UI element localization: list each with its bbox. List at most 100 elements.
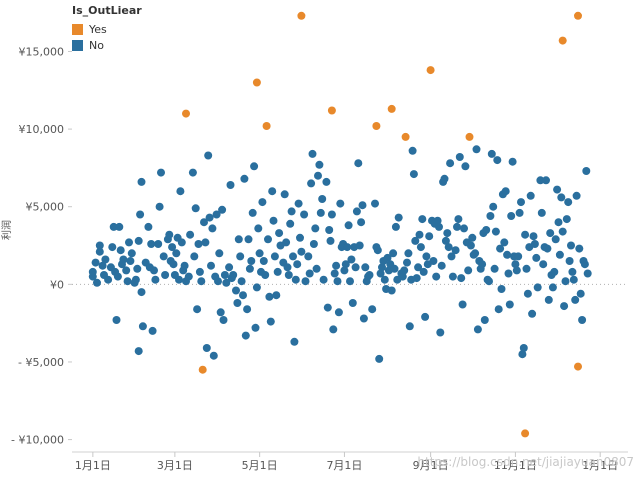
- point-no[interactable]: [147, 240, 156, 248]
- point-no[interactable]: [522, 264, 531, 273]
- point-no[interactable]: [154, 240, 163, 248]
- point-no[interactable]: [497, 285, 506, 293]
- point-no[interactable]: [138, 322, 147, 331]
- point-no[interactable]: [464, 266, 473, 275]
- point-no[interactable]: [327, 210, 336, 219]
- point-no[interactable]: [461, 162, 470, 171]
- point-no[interactable]: [191, 204, 200, 213]
- point-no[interactable]: [446, 159, 455, 168]
- point-no[interactable]: [489, 202, 498, 211]
- point-no[interactable]: [451, 246, 460, 255]
- point-no[interactable]: [507, 212, 516, 220]
- point-no[interactable]: [529, 232, 538, 241]
- point-no[interactable]: [109, 222, 118, 231]
- point-no[interactable]: [472, 145, 481, 154]
- point-yes[interactable]: [426, 66, 435, 75]
- point-no[interactable]: [193, 305, 202, 314]
- point-no[interactable]: [104, 275, 113, 284]
- point-no[interactable]: [512, 266, 521, 275]
- point-no[interactable]: [197, 277, 206, 286]
- point-yes[interactable]: [262, 122, 271, 130]
- point-no[interactable]: [418, 215, 427, 224]
- point-no[interactable]: [341, 260, 350, 269]
- point-no[interactable]: [441, 236, 450, 245]
- point-no[interactable]: [237, 277, 246, 286]
- point-no[interactable]: [311, 224, 320, 233]
- point-no[interactable]: [215, 249, 224, 258]
- point-no[interactable]: [202, 344, 211, 352]
- point-no[interactable]: [404, 249, 413, 258]
- point-no[interactable]: [273, 267, 282, 276]
- point-no[interactable]: [355, 241, 364, 250]
- point-no[interactable]: [172, 249, 181, 258]
- point-no[interactable]: [400, 266, 409, 275]
- point-no[interactable]: [318, 195, 327, 203]
- point-no[interactable]: [443, 229, 452, 238]
- point-no[interactable]: [542, 176, 550, 185]
- point-no[interactable]: [336, 199, 345, 208]
- point-no[interactable]: [432, 272, 441, 281]
- point-no[interactable]: [266, 317, 275, 326]
- point-no[interactable]: [157, 168, 165, 177]
- point-no[interactable]: [291, 275, 300, 284]
- point-no[interactable]: [532, 253, 541, 262]
- point-no[interactable]: [150, 266, 158, 275]
- point-no[interactable]: [113, 272, 122, 281]
- point-no[interactable]: [398, 272, 407, 281]
- point-no[interactable]: [175, 275, 183, 284]
- point-no[interactable]: [560, 302, 569, 311]
- point-no[interactable]: [222, 278, 231, 287]
- point-no[interactable]: [219, 316, 228, 324]
- point-yes[interactable]: [521, 429, 530, 438]
- point-no[interactable]: [359, 314, 368, 323]
- point-no[interactable]: [212, 210, 221, 219]
- point-no[interactable]: [229, 271, 238, 279]
- point-no[interactable]: [455, 153, 464, 161]
- point-no[interactable]: [126, 257, 135, 265]
- point-yes[interactable]: [327, 106, 336, 115]
- point-no[interactable]: [548, 283, 557, 292]
- point-no[interactable]: [270, 252, 279, 261]
- point-no[interactable]: [390, 264, 399, 273]
- point-no[interactable]: [471, 249, 480, 258]
- point-no[interactable]: [365, 271, 374, 279]
- point-yes[interactable]: [574, 11, 582, 20]
- point-no[interactable]: [194, 240, 203, 248]
- point-no[interactable]: [293, 260, 302, 269]
- point-no[interactable]: [517, 198, 525, 207]
- point-no[interactable]: [373, 246, 382, 255]
- point-no[interactable]: [537, 208, 546, 217]
- point-no[interactable]: [329, 325, 338, 334]
- point-no[interactable]: [521, 230, 530, 239]
- point-no[interactable]: [112, 316, 121, 324]
- point-no[interactable]: [220, 271, 229, 279]
- point-no[interactable]: [254, 224, 263, 233]
- point-no[interactable]: [530, 240, 539, 248]
- point-no[interactable]: [519, 344, 528, 352]
- point-no[interactable]: [284, 271, 293, 279]
- point-no[interactable]: [539, 260, 548, 269]
- point-no[interactable]: [226, 181, 235, 189]
- point-no[interactable]: [307, 179, 316, 188]
- point-no[interactable]: [543, 244, 552, 253]
- point-no[interactable]: [176, 187, 185, 196]
- point-no[interactable]: [583, 269, 592, 278]
- point-no[interactable]: [387, 286, 396, 295]
- point-no[interactable]: [314, 171, 322, 180]
- point-no[interactable]: [575, 244, 584, 253]
- point-no[interactable]: [332, 261, 341, 270]
- point-no[interactable]: [250, 162, 259, 171]
- point-no[interactable]: [576, 289, 585, 298]
- point-no[interactable]: [290, 337, 299, 346]
- point-no[interactable]: [161, 271, 170, 279]
- point-no[interactable]: [351, 263, 360, 272]
- point-no[interactable]: [468, 233, 477, 242]
- point-no[interactable]: [416, 243, 425, 252]
- point-no[interactable]: [209, 351, 218, 360]
- point-no[interactable]: [500, 238, 509, 247]
- point-no[interactable]: [236, 252, 245, 261]
- point-no[interactable]: [508, 157, 517, 166]
- point-no[interactable]: [240, 174, 249, 183]
- point-no[interactable]: [116, 246, 125, 255]
- point-no[interactable]: [494, 305, 503, 314]
